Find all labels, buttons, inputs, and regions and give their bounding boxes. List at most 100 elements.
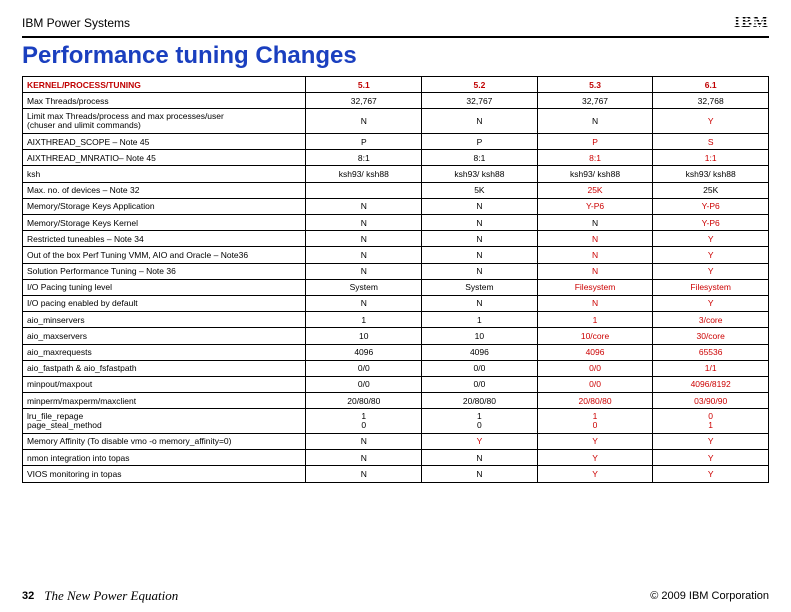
value-cell: ksh93/ ksh88 bbox=[537, 166, 653, 182]
value-cell: System bbox=[306, 279, 422, 295]
value-cell bbox=[306, 182, 422, 198]
value-cell: System bbox=[422, 279, 538, 295]
param-cell: Memory Affinity (To disable vmo -o memor… bbox=[23, 433, 306, 449]
value-cell: N bbox=[306, 466, 422, 482]
value-cell: N bbox=[422, 263, 538, 279]
col-header-version: 6.1 bbox=[653, 77, 769, 93]
value-cell: 32,767 bbox=[306, 93, 422, 109]
value-cell: 32,768 bbox=[653, 93, 769, 109]
value-cell: 25K bbox=[653, 182, 769, 198]
value-cell: N bbox=[422, 231, 538, 247]
value-cell: 0/0 bbox=[422, 376, 538, 392]
value-cell: N bbox=[537, 231, 653, 247]
col-header-version: 5.2 bbox=[422, 77, 538, 93]
value-cell: N bbox=[306, 433, 422, 449]
table-row: Restricted tuneables – Note 34NNNY bbox=[23, 231, 769, 247]
value-cell: N bbox=[537, 215, 653, 231]
value-cell: Y bbox=[653, 433, 769, 449]
table-row: Max Threads/process32,76732,76732,76732,… bbox=[23, 93, 769, 109]
value-cell: N bbox=[306, 450, 422, 466]
param-cell: aio_maxrequests bbox=[23, 344, 306, 360]
table-row: aio_fastpath & aio_fsfastpath0/00/00/01/… bbox=[23, 360, 769, 376]
slide-header: IBM Power Systems IBM bbox=[22, 14, 769, 38]
value-cell: Y bbox=[653, 466, 769, 482]
value-cell: N bbox=[422, 450, 538, 466]
table-row: aio_maxservers101010/core30/core bbox=[23, 328, 769, 344]
param-cell: I/O Pacing tuning level bbox=[23, 279, 306, 295]
table-row: Memory/Storage Keys ApplicationNNY-P6Y-P… bbox=[23, 198, 769, 214]
value-cell: 32,767 bbox=[422, 93, 538, 109]
param-cell: Max Threads/process bbox=[23, 93, 306, 109]
value-cell: Y bbox=[653, 231, 769, 247]
value-cell: 0/0 bbox=[422, 360, 538, 376]
param-cell: I/O pacing enabled by default bbox=[23, 295, 306, 311]
value-cell: Y-P6 bbox=[653, 198, 769, 214]
param-cell: aio_fastpath & aio_fsfastpath bbox=[23, 360, 306, 376]
param-cell: Memory/Storage Keys Application bbox=[23, 198, 306, 214]
value-cell: Y-P6 bbox=[537, 198, 653, 214]
slide-footer: 32 The New Power Equation © 2009 IBM Cor… bbox=[22, 588, 769, 604]
value-cell: Y bbox=[653, 263, 769, 279]
value-cell: 10 bbox=[422, 409, 538, 434]
param-cell: minpout/maxpout bbox=[23, 376, 306, 392]
param-cell: Limit max Threads/process and max proces… bbox=[23, 109, 306, 134]
value-cell: 20/80/80 bbox=[422, 393, 538, 409]
value-cell: ksh93/ ksh88 bbox=[653, 166, 769, 182]
value-cell: Filesystem bbox=[653, 279, 769, 295]
copyright: © 2009 IBM Corporation bbox=[650, 590, 769, 602]
value-cell: 03/90/90 bbox=[653, 393, 769, 409]
value-cell: 1/1 bbox=[653, 360, 769, 376]
value-cell: N bbox=[306, 215, 422, 231]
value-cell: Y bbox=[537, 450, 653, 466]
table-row: minpout/maxpout0/00/00/04096/8192 bbox=[23, 376, 769, 392]
value-cell: P bbox=[422, 134, 538, 150]
table-row: Memory Affinity (To disable vmo -o memor… bbox=[23, 433, 769, 449]
param-cell: Out of the box Perf Tuning VMM, AIO and … bbox=[23, 247, 306, 263]
value-cell: 8:1 bbox=[306, 150, 422, 166]
value-cell: P bbox=[537, 134, 653, 150]
param-cell: Solution Performance Tuning – Note 36 bbox=[23, 263, 306, 279]
value-cell: Y bbox=[422, 433, 538, 449]
value-cell: N bbox=[306, 295, 422, 311]
value-cell: N bbox=[422, 109, 538, 134]
table-row: aio_minservers1113/core bbox=[23, 312, 769, 328]
value-cell: N bbox=[422, 198, 538, 214]
product-line-label: IBM Power Systems bbox=[22, 16, 130, 30]
value-cell: N bbox=[306, 109, 422, 134]
value-cell: 8:1 bbox=[422, 150, 538, 166]
table-row: aio_maxrequests40964096409665536 bbox=[23, 344, 769, 360]
value-cell: N bbox=[306, 263, 422, 279]
table-row: Max. no. of devices – Note 325K25K25K bbox=[23, 182, 769, 198]
col-header-version: 5.3 bbox=[537, 77, 653, 93]
value-cell: 5K bbox=[422, 182, 538, 198]
param-cell: nmon integration into topas bbox=[23, 450, 306, 466]
value-cell: 30/core bbox=[653, 328, 769, 344]
value-cell: N bbox=[422, 466, 538, 482]
param-cell: VIOS monitoring in topas bbox=[23, 466, 306, 482]
value-cell: 4096/8192 bbox=[653, 376, 769, 392]
param-cell: minperm/maxperm/maxclient bbox=[23, 393, 306, 409]
value-cell: 20/80/80 bbox=[537, 393, 653, 409]
value-cell: 01 bbox=[653, 409, 769, 434]
value-cell: N bbox=[537, 295, 653, 311]
table-row: AIXTHREAD_MNRATIO– Note 458:18:18:11:1 bbox=[23, 150, 769, 166]
value-cell: 10 bbox=[306, 328, 422, 344]
page-title: Performance tuning Changes bbox=[22, 42, 769, 70]
value-cell: N bbox=[422, 295, 538, 311]
value-cell: N bbox=[422, 215, 538, 231]
tagline: The New Power Equation bbox=[44, 588, 178, 604]
value-cell: Y bbox=[537, 433, 653, 449]
table-row: VIOS monitoring in topasNNYY bbox=[23, 466, 769, 482]
value-cell: P bbox=[306, 134, 422, 150]
table-row: Memory/Storage Keys KernelNNNY-P6 bbox=[23, 215, 769, 231]
value-cell: N bbox=[537, 247, 653, 263]
value-cell: 1 bbox=[306, 312, 422, 328]
value-cell: Y bbox=[653, 295, 769, 311]
value-cell: 3/core bbox=[653, 312, 769, 328]
value-cell: 4096 bbox=[422, 344, 538, 360]
value-cell: S bbox=[653, 134, 769, 150]
value-cell: 10 bbox=[422, 328, 538, 344]
param-cell: Memory/Storage Keys Kernel bbox=[23, 215, 306, 231]
value-cell: 0/0 bbox=[306, 360, 422, 376]
value-cell: N bbox=[306, 198, 422, 214]
